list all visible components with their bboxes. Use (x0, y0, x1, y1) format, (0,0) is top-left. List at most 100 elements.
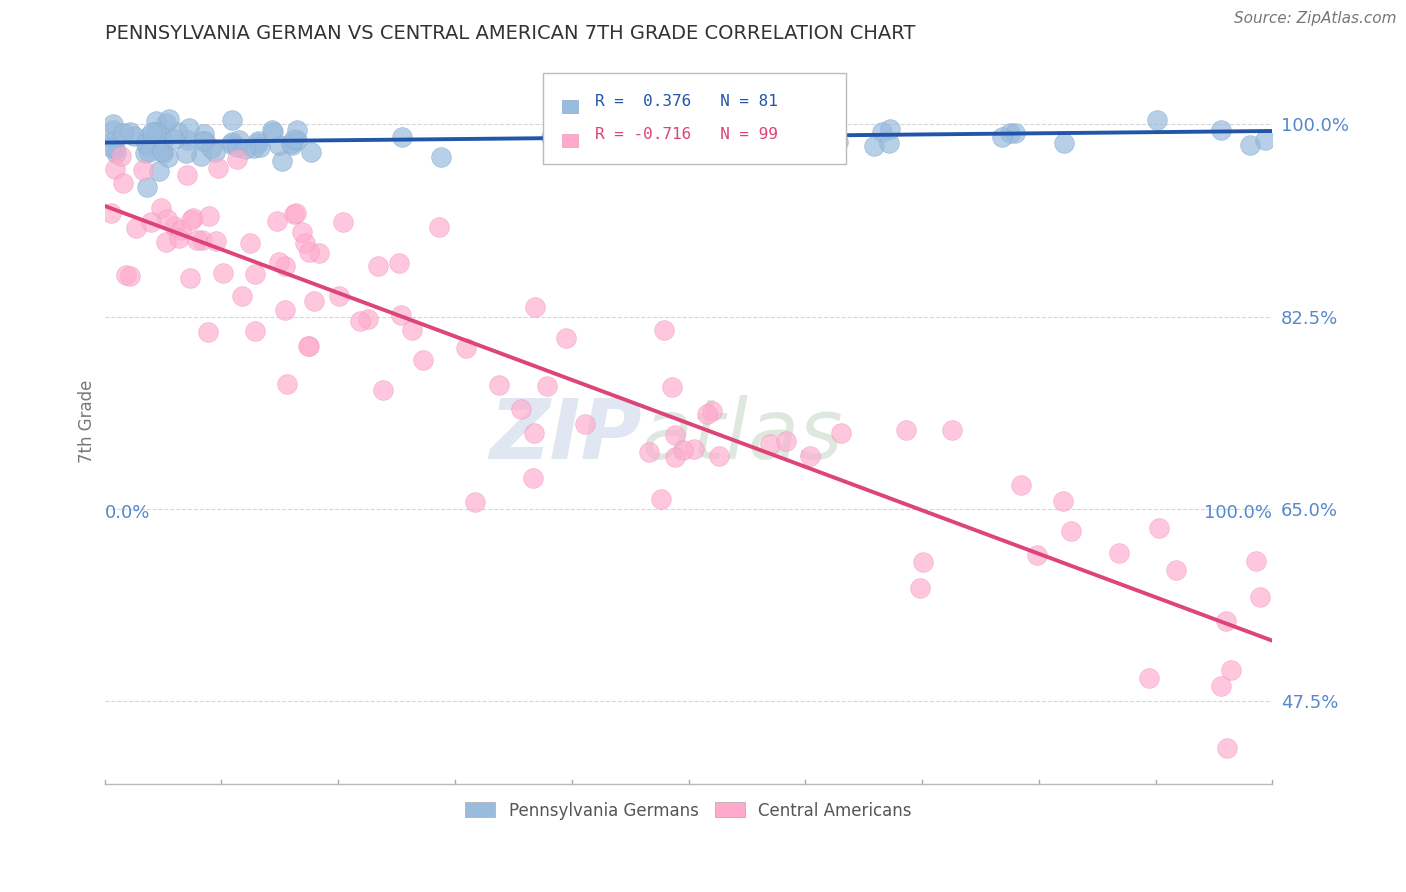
Point (373, 384, 395, 398)
Point (110, 149, 132, 163)
Point (696, 407, 718, 421)
Point (894, 423, 917, 437)
Point (652, 323, 675, 337)
Point (246, 134, 269, 148)
Point (174, 146, 197, 161)
Point (430, 150, 453, 164)
Point (132, 162, 155, 177)
Point (204, 145, 226, 159)
Point (124, 128, 146, 143)
Point (135, 180, 157, 194)
Point (870, 125, 893, 139)
Point (112, 126, 135, 140)
FancyBboxPatch shape (562, 101, 578, 113)
Point (540, 130, 562, 145)
Point (179, 271, 201, 285)
Point (176, 168, 198, 182)
Point (522, 471, 544, 485)
Point (104, 162, 127, 177)
Point (401, 322, 423, 336)
Point (524, 300, 547, 314)
Point (197, 209, 219, 223)
Point (270, 153, 292, 168)
Point (1244, 554, 1267, 568)
Text: R =  0.376   N = 81: R = 0.376 N = 81 (595, 95, 778, 110)
Point (799, 449, 821, 463)
Point (536, 379, 558, 393)
Point (157, 112, 180, 126)
Point (910, 582, 932, 596)
Point (267, 255, 290, 269)
Point (266, 214, 288, 228)
Point (145, 114, 167, 128)
Point (1108, 546, 1130, 560)
Point (200, 141, 222, 155)
Point (682, 442, 704, 456)
Point (291, 225, 314, 239)
Point (273, 259, 295, 273)
Point (1239, 138, 1261, 153)
Point (150, 201, 173, 215)
Point (666, 117, 689, 131)
Point (155, 235, 177, 249)
Text: PENNSYLVANIA GERMAN VS CENTRAL AMERICAN 7TH GRADE CORRELATION CHART: PENNSYLVANIA GERMAN VS CENTRAL AMERICAN … (104, 24, 915, 43)
Point (799, 122, 821, 136)
Point (152, 145, 174, 160)
Point (830, 425, 852, 440)
Point (672, 443, 695, 458)
Point (1254, 132, 1277, 146)
Point (221, 112, 243, 127)
Point (157, 150, 180, 164)
Text: 100.0%: 100.0% (1205, 505, 1272, 523)
Point (1004, 126, 1026, 140)
Point (1164, 563, 1187, 577)
Point (177, 120, 200, 135)
Point (112, 176, 135, 190)
Point (274, 303, 297, 318)
Point (1147, 521, 1170, 535)
Point (245, 324, 267, 338)
Point (190, 149, 212, 163)
Text: 0.0%: 0.0% (104, 505, 150, 523)
Point (304, 294, 326, 309)
Point (332, 215, 354, 229)
Point (1216, 740, 1239, 755)
Point (510, 402, 533, 417)
Point (308, 246, 330, 260)
Point (104, 143, 127, 157)
Point (759, 437, 782, 451)
Point (101, 117, 124, 131)
Point (741, 112, 763, 127)
Text: ZIP: ZIP (489, 395, 641, 476)
Point (464, 494, 486, 508)
Y-axis label: 7th Grade: 7th Grade (79, 379, 96, 463)
Point (194, 134, 217, 148)
Point (456, 341, 478, 355)
Point (163, 219, 186, 234)
Point (211, 266, 233, 280)
Point (735, 112, 758, 126)
Point (180, 212, 202, 227)
Point (221, 135, 243, 149)
Point (775, 434, 797, 448)
Point (249, 140, 271, 154)
Point (207, 161, 229, 176)
FancyBboxPatch shape (562, 134, 578, 147)
Point (193, 128, 215, 142)
Point (283, 207, 305, 221)
Point (863, 139, 886, 153)
Point (1053, 136, 1076, 150)
Point (638, 445, 661, 459)
Point (103, 133, 125, 147)
Point (245, 267, 267, 281)
Point (242, 141, 264, 155)
Point (796, 112, 818, 126)
Point (191, 233, 214, 247)
Point (163, 132, 186, 146)
Text: Source: ZipAtlas.com: Source: ZipAtlas.com (1233, 11, 1396, 26)
Point (221, 137, 243, 152)
Point (709, 450, 731, 464)
Point (181, 211, 204, 226)
Point (827, 135, 849, 149)
Point (1010, 478, 1032, 492)
